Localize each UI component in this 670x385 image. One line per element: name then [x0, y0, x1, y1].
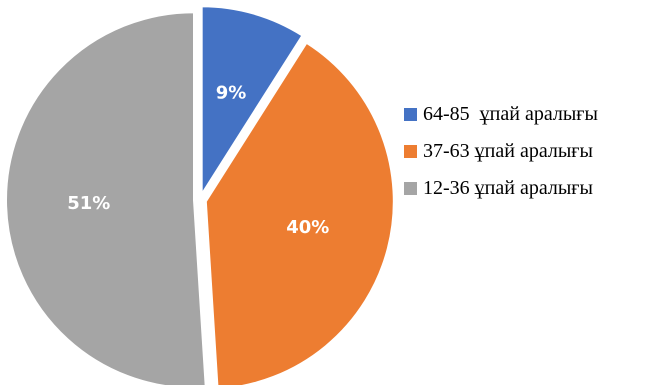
legend-swatch	[404, 182, 417, 195]
legend-item-64-85: 64-85 ұпай аралығы	[404, 96, 598, 133]
pie-slices	[4, 5, 395, 385]
pie-slice	[200, 5, 304, 198]
legend-swatch	[404, 145, 417, 158]
legend-item-37-63: 37-63 ұпай аралығы	[404, 133, 598, 170]
pie-slice	[4, 11, 207, 385]
legend-label: 12-36 ұпай аралығы	[423, 177, 593, 199]
chart-legend: 64-85 ұпай аралығы 37-63 ұпай аралығы 12…	[404, 96, 598, 207]
pie-data-label: 51%	[67, 193, 110, 214]
pie-data-labels: 9% 40% 51%	[67, 83, 329, 239]
legend-label: 64-85 ұпай аралығы	[423, 103, 598, 125]
legend-item-12-36: 12-36 ұпай аралығы	[404, 170, 598, 207]
legend-label: 37-63 ұпай аралығы	[423, 140, 593, 162]
pie-slice	[204, 41, 395, 385]
pie-data-label: 9%	[216, 83, 247, 104]
legend-swatch	[404, 108, 417, 121]
pie-data-label: 40%	[286, 217, 329, 238]
